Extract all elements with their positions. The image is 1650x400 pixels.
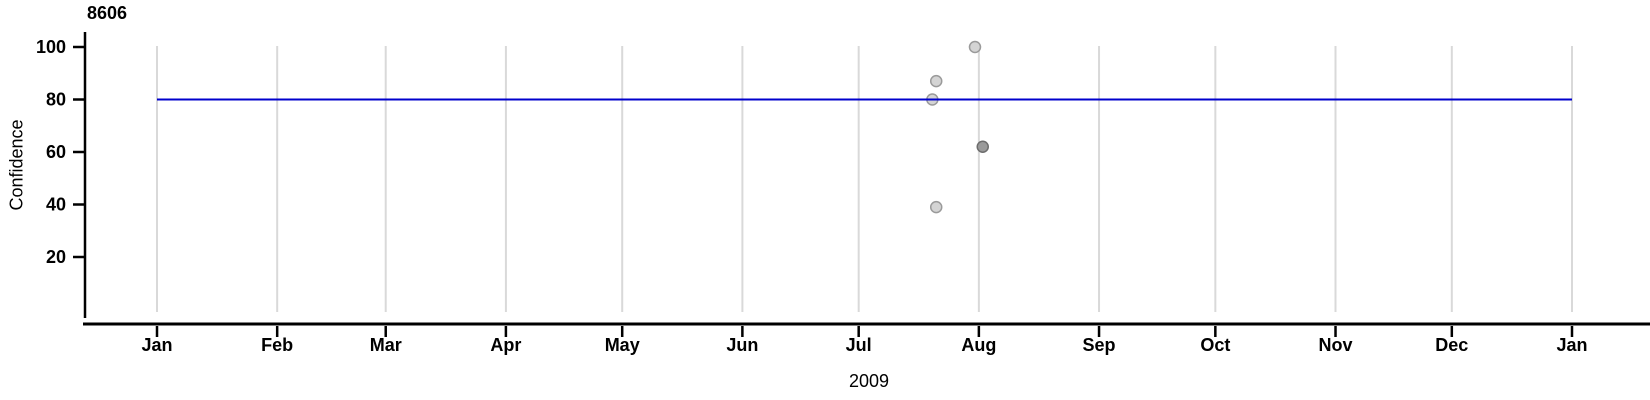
x-tick-label: Dec	[1435, 335, 1468, 355]
x-tick-label: Jul	[846, 335, 872, 355]
y-tick-label: 20	[46, 247, 66, 267]
data-point	[968, 40, 982, 54]
chart-title: 8606	[87, 3, 128, 23]
x-tick-label: Nov	[1319, 335, 1353, 355]
y-tick-label: 40	[46, 195, 66, 215]
x-tick-label: Oct	[1200, 335, 1230, 355]
y-tick-label: 80	[46, 90, 66, 110]
x-tick-label: Jun	[726, 335, 758, 355]
x-tick-label: Mar	[370, 335, 402, 355]
y-tick-label: 100	[36, 37, 66, 57]
x-tick-label: Aug	[961, 335, 996, 355]
x-tick-label: Jan	[1556, 335, 1587, 355]
x-tick-label: May	[605, 335, 640, 355]
y-tick-label: 60	[46, 142, 66, 162]
x-tick-label: Sep	[1083, 335, 1116, 355]
data-point	[929, 74, 943, 88]
data-point	[976, 140, 989, 153]
x-tick-label: Jan	[141, 335, 172, 355]
x-tick-label: Apr	[490, 335, 521, 355]
x-tick-label: Feb	[261, 335, 293, 355]
x-axis-label: 2009	[848, 371, 890, 391]
data-point	[929, 200, 943, 214]
